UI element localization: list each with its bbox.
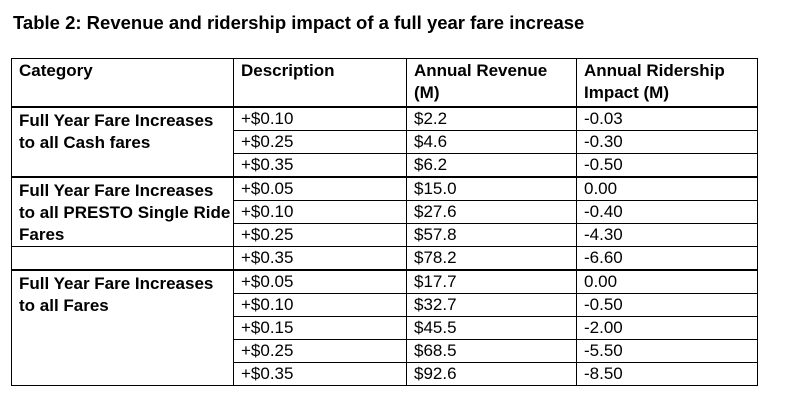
revenue-cell: $4.6 xyxy=(406,130,577,154)
table-row: +$0.25 $68.5 -5.50 xyxy=(12,339,758,363)
fare-increase-table: Category Description Annual Revenue (M) … xyxy=(11,58,758,386)
description-cell: +$0.25 xyxy=(233,339,407,363)
ridership-cell: 0.00 xyxy=(576,176,758,201)
description-cell: +$0.15 xyxy=(233,316,407,340)
table-row: +$0.25 $57.8 -4.30 xyxy=(12,223,758,247)
ridership-cell: -5.50 xyxy=(576,339,758,363)
ridership-cell: -8.50 xyxy=(576,362,758,386)
ridership-cell: -0.03 xyxy=(576,106,758,131)
table-row: Full Year Fare Increases to all Fares +$… xyxy=(11,269,758,386)
table-row: +$0.10 $27.6 -0.40 xyxy=(12,200,758,224)
header-description: Description xyxy=(233,58,407,108)
category-cell: Full Year Fare Increases to all Fares xyxy=(11,269,234,386)
description-cell: +$0.35 xyxy=(233,153,407,178)
ridership-cell: -2.00 xyxy=(576,316,758,340)
table-row: +$0.25 $4.6 -0.30 xyxy=(12,130,758,154)
revenue-cell: $32.7 xyxy=(406,293,577,317)
revenue-cell: $78.2 xyxy=(406,246,577,271)
ridership-cell: -4.30 xyxy=(576,223,758,247)
description-cell: +$0.25 xyxy=(233,223,407,247)
revenue-cell: $45.5 xyxy=(406,316,577,340)
description-cell: +$0.10 xyxy=(233,293,407,317)
revenue-cell: $68.5 xyxy=(406,339,577,363)
header-row: Category Description Annual Revenue (M) … xyxy=(11,58,758,108)
ridership-cell: -0.50 xyxy=(576,153,758,178)
table-row: +$0.35 $78.2 -6.60 xyxy=(11,246,758,271)
category-continuation-cell xyxy=(11,246,234,271)
table-row: +$0.35 $92.6 -8.50 xyxy=(12,362,758,386)
table-row: Full Year Fare Increases to all Cash far… xyxy=(11,106,758,178)
revenue-cell: $92.6 xyxy=(406,362,577,386)
ridership-cell: -0.50 xyxy=(576,293,758,317)
revenue-cell: $15.0 xyxy=(406,176,577,201)
description-cell: +$0.35 xyxy=(233,362,407,386)
description-cell: +$0.10 xyxy=(233,106,407,131)
revenue-cell: $27.6 xyxy=(406,200,577,224)
ridership-cell: -6.60 xyxy=(576,246,758,271)
description-cell: +$0.05 xyxy=(233,269,407,294)
ridership-cell: -0.30 xyxy=(576,130,758,154)
ridership-cell: 0.00 xyxy=(576,269,758,294)
revenue-cell: $2.2 xyxy=(406,106,577,131)
table-title: Table 2: Revenue and ridership impact of… xyxy=(13,12,585,33)
description-cell: +$0.25 xyxy=(233,130,407,154)
description-cell: +$0.05 xyxy=(233,176,407,201)
revenue-cell: $6.2 xyxy=(406,153,577,178)
description-cell: +$0.10 xyxy=(233,200,407,224)
table-row: Full Year Fare Increases to all PRESTO S… xyxy=(11,176,758,247)
revenue-cell: $17.7 xyxy=(406,269,577,294)
header-annual-revenue: Annual Revenue (M) xyxy=(406,58,577,108)
group-cash-fares: Full Year Fare Increases to all Cash far… xyxy=(11,106,758,178)
header-annual-ridership-impact: Annual Ridership Impact (M) xyxy=(576,58,758,108)
category-cell: Full Year Fare Increases to all PRESTO S… xyxy=(11,176,234,247)
table-row: +$0.15 $45.5 -2.00 xyxy=(12,316,758,340)
group-presto-single-ride: Full Year Fare Increases to all PRESTO S… xyxy=(11,176,758,271)
description-cell: +$0.35 xyxy=(233,246,407,271)
category-cell: Full Year Fare Increases to all Cash far… xyxy=(11,106,234,178)
table-row: +$0.35 $6.2 -0.50 xyxy=(12,153,758,178)
ridership-cell: -0.40 xyxy=(576,200,758,224)
header-category: Category xyxy=(11,58,234,108)
revenue-cell: $57.8 xyxy=(406,223,577,247)
group-all-fares: Full Year Fare Increases to all Fares +$… xyxy=(11,269,758,386)
table-row: +$0.10 $32.7 -0.50 xyxy=(12,293,758,317)
